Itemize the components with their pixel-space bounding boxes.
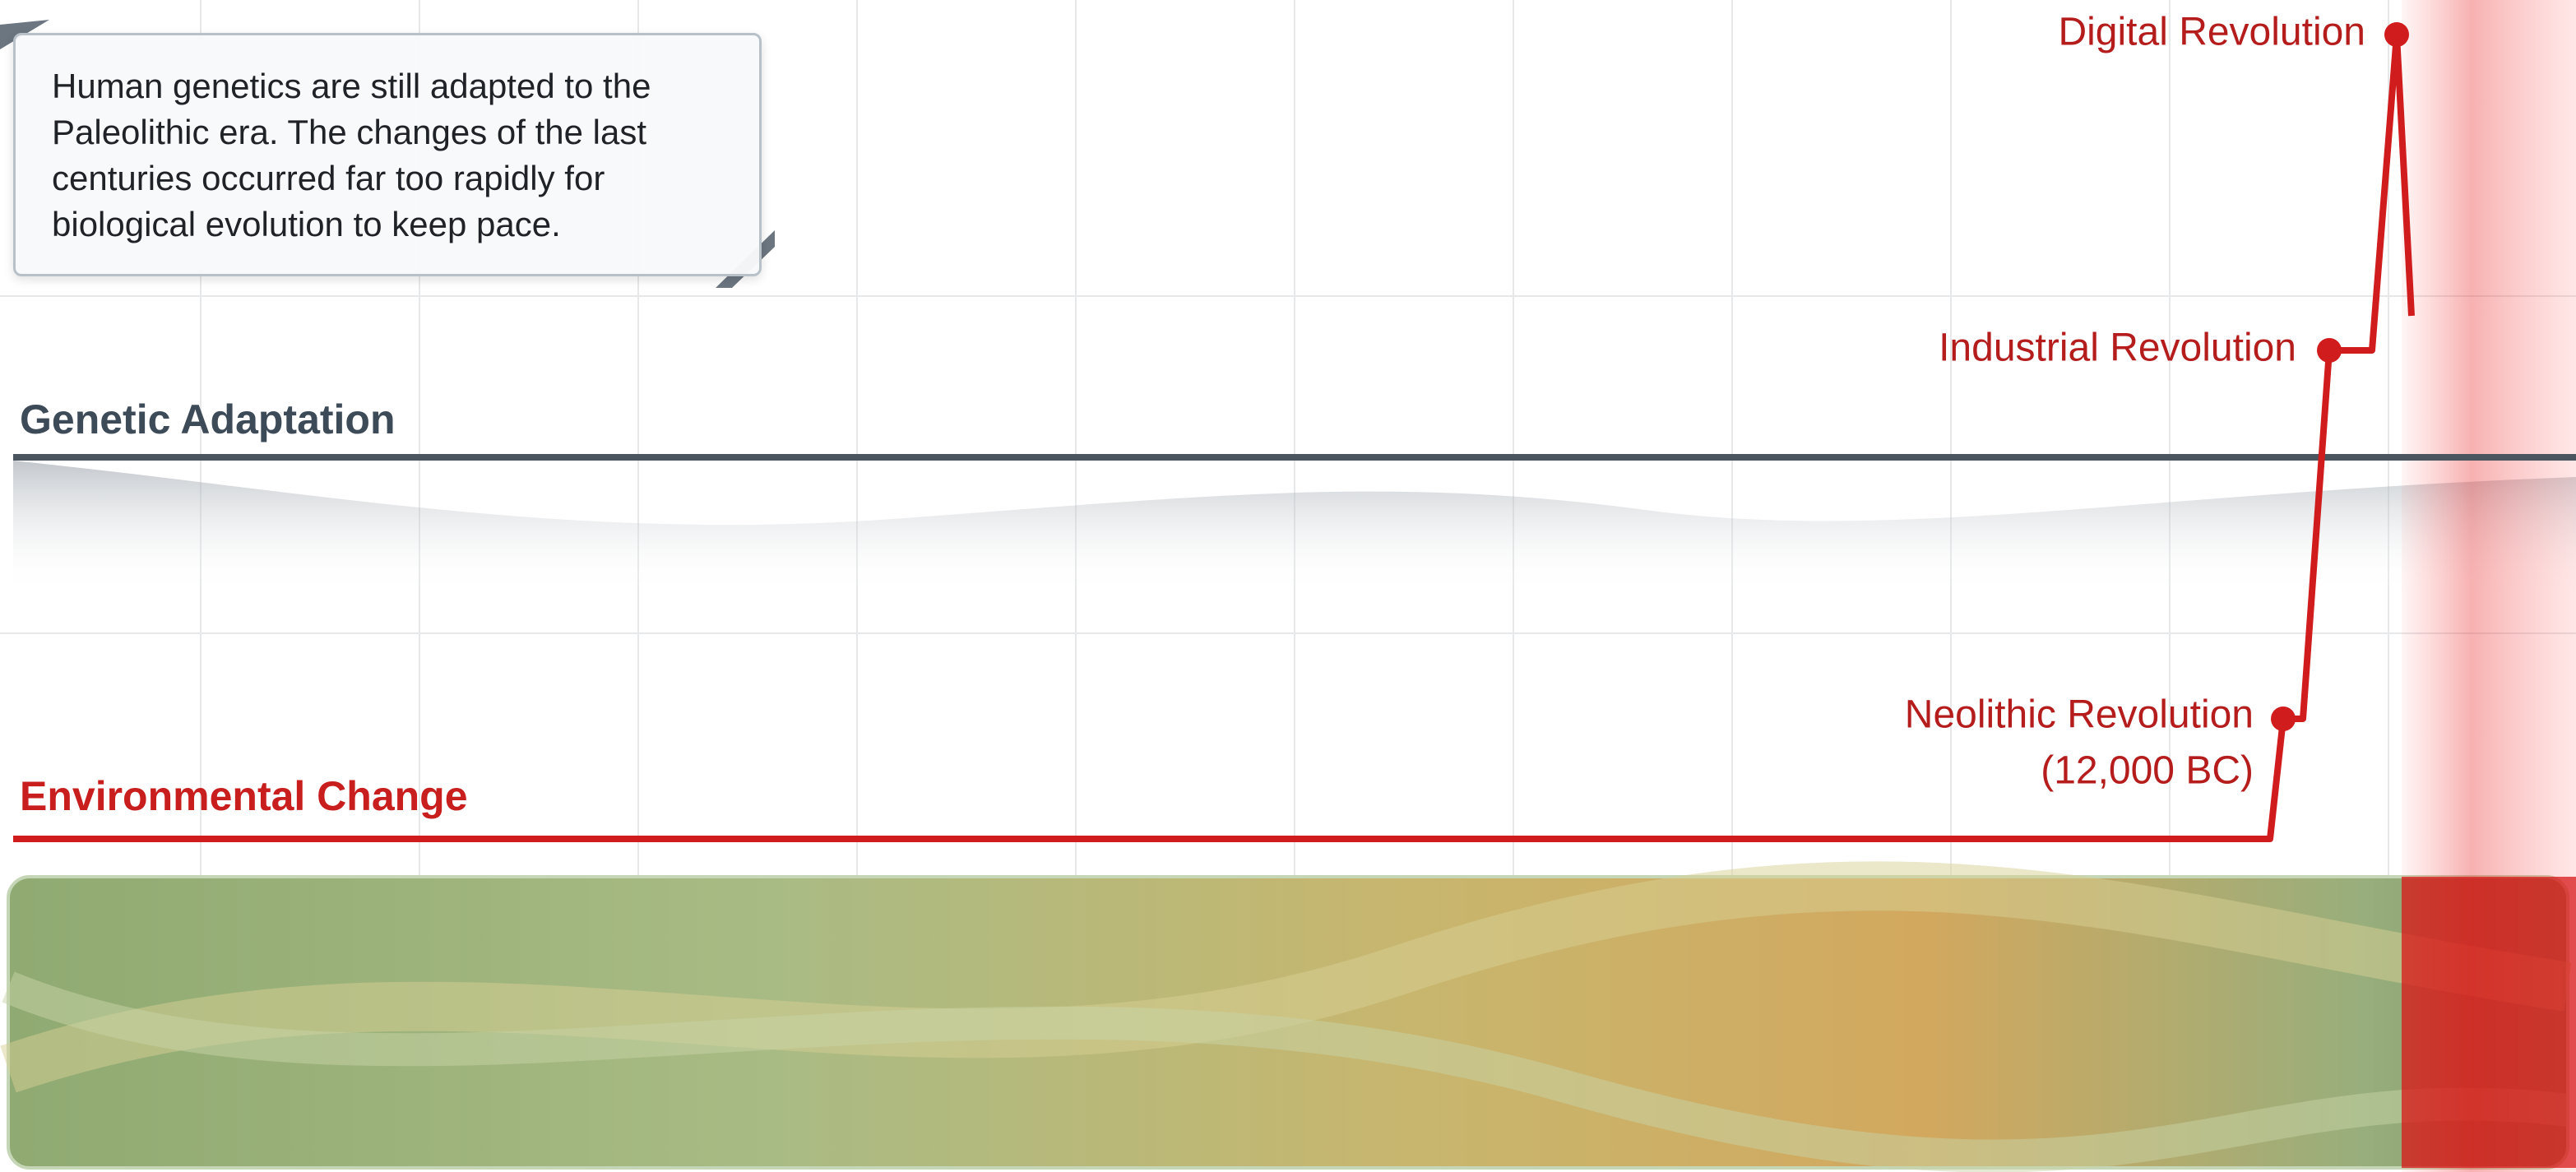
milestone-dot	[2317, 338, 2342, 363]
milestone-label: Industrial Revolution	[1939, 327, 2296, 370]
environment-line	[13, 31, 2415, 842]
milestone-sublabel: (12,000 BC)	[2041, 749, 2254, 793]
band-wave	[2, 971, 2570, 1172]
callout: Human genetics are still adapted to the …	[13, 33, 762, 276]
milestone-dot	[2271, 706, 2296, 731]
milestone-dot	[2384, 22, 2409, 47]
genetic-mist	[13, 461, 2576, 592]
genetic-label: Genetic Adaptation	[20, 396, 396, 442]
milestone-label: Neolithic Revolution	[1905, 693, 2254, 737]
digital-block	[2402, 877, 2576, 1168]
milestone-label: Digital Revolution	[2058, 11, 2365, 54]
environment-label: Environmental Change	[20, 773, 468, 819]
band-wave	[0, 861, 2572, 1093]
